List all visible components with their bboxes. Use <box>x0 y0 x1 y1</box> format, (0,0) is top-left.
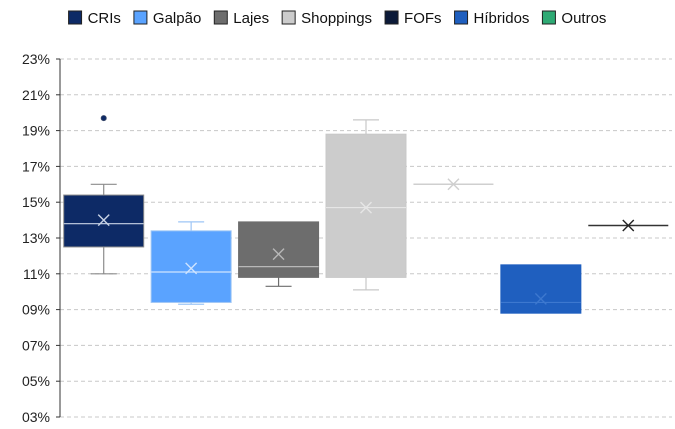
box-galpao <box>150 221 232 305</box>
box-outros <box>588 219 669 232</box>
y-tick-label: 19% <box>22 123 50 139</box>
outlier-point <box>100 115 107 122</box>
box-cris <box>63 115 145 275</box>
legend-item-cris: CRIs <box>68 10 121 27</box>
box-series <box>63 115 669 314</box>
legend-swatch <box>281 10 296 25</box>
mean-marker <box>534 292 547 305</box>
y-tick-label: 09% <box>22 302 50 318</box>
mean-marker <box>360 201 372 214</box>
legend-swatch <box>454 10 469 25</box>
legend-item-fofs: FOFs <box>384 10 442 27</box>
y-tick-label: 13% <box>22 230 50 246</box>
legend-label: Outros <box>561 10 606 27</box>
legend-item-shoppings: Shoppings <box>281 10 372 27</box>
box-body <box>238 221 320 278</box>
box-body <box>325 133 407 278</box>
box-fofs <box>413 178 494 191</box>
box-body <box>500 264 582 314</box>
legend-label: Lajes <box>233 10 269 27</box>
mean-marker <box>272 248 285 261</box>
legend-swatch <box>68 10 83 25</box>
y-tick-label: 07% <box>22 337 50 353</box>
y-tick-label: 03% <box>22 409 50 424</box>
legend-swatch <box>541 10 556 25</box>
legend: CRIs Galpão Lajes Shoppings FOFs Híbridos Outr… <box>68 10 606 27</box>
y-tick-label: 05% <box>22 373 50 389</box>
y-tick-label: 15% <box>22 194 50 210</box>
legend-label: CRIs <box>88 10 121 27</box>
box-lajes <box>238 221 320 287</box>
legend-item-hibridos: Híbridos <box>454 10 530 27</box>
box-body <box>150 230 232 303</box>
y-axis: 03% 05% 07% 09% 11% 13% 15% 17% 19% 21% 23% <box>22 51 61 425</box>
legend-swatch <box>213 10 228 25</box>
y-tick-label: 11% <box>23 266 50 282</box>
legend-label: Shoppings <box>301 10 372 27</box>
y-tick-label: 23% <box>22 51 50 67</box>
box-shoppings <box>325 119 407 291</box>
mean-marker <box>97 214 110 227</box>
legend-label: FOFs <box>404 10 442 27</box>
mean-marker <box>447 178 460 191</box>
legend-item-galpao: Galpão <box>133 10 201 27</box>
mean-marker <box>185 262 198 275</box>
legend-item-lajes: Lajes <box>213 10 269 27</box>
legend-label: Galpão <box>153 10 201 27</box>
legend-swatch <box>384 10 399 25</box>
y-tick-label: 17% <box>22 158 50 174</box>
mean-marker <box>622 219 635 232</box>
legend-swatch <box>133 10 148 25</box>
legend-label: Híbridos <box>474 10 530 27</box>
box-hibridos <box>500 264 582 314</box>
legend-item-outros: Outros <box>541 10 606 27</box>
y-tick-label: 21% <box>22 87 50 103</box>
